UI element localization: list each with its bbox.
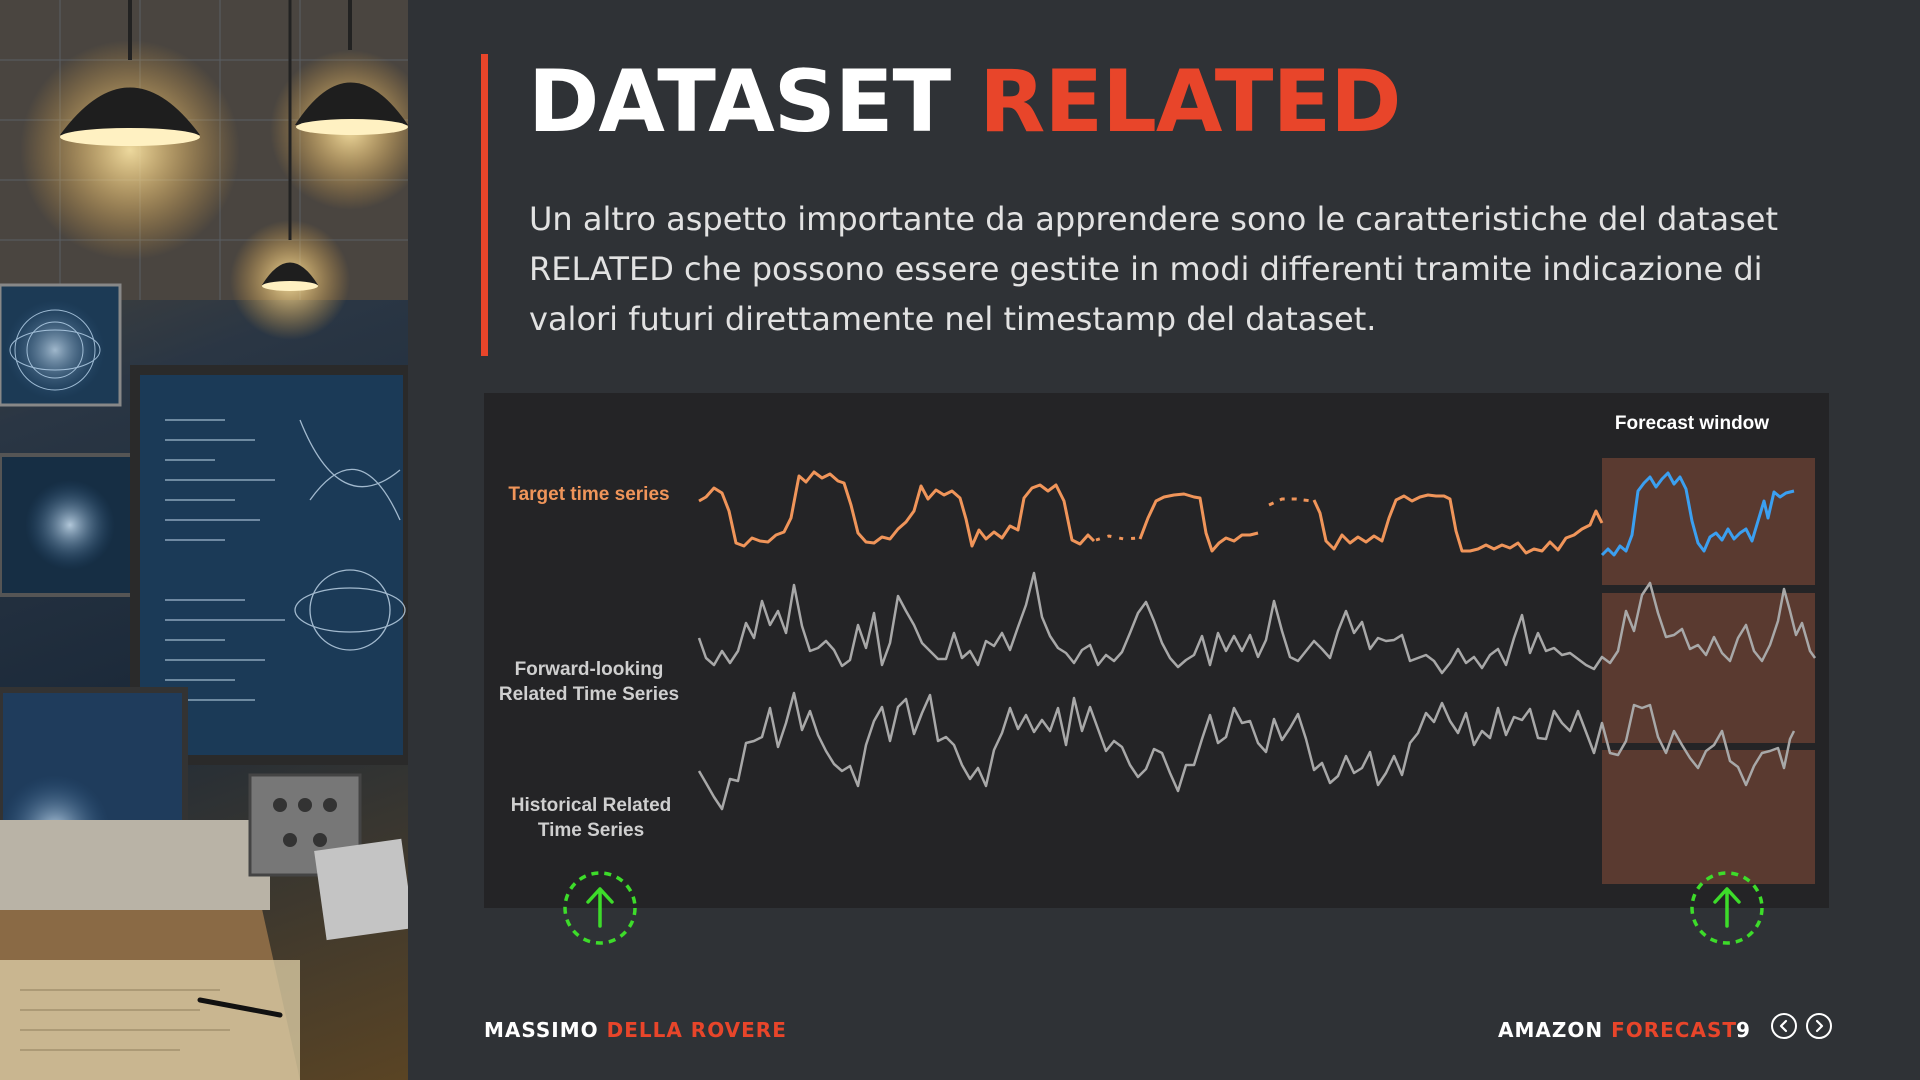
page-title: DATASET RELATED — [528, 52, 1402, 152]
footer-product: AMAZON FORECAST — [1498, 1018, 1737, 1042]
footer-author-last: DELLA ROVERE — [606, 1018, 787, 1042]
target-series-line-c — [1312, 493, 1604, 555]
forecast-window-row-forward — [1602, 593, 1815, 743]
forecast-series-line — [1600, 471, 1795, 557]
hero-illustration-drawing — [0, 0, 408, 1080]
footer-product-first: AMAZON — [1498, 1018, 1604, 1042]
footer-product-last: FORECAST — [1611, 1018, 1738, 1042]
page-number: 9 — [1736, 1018, 1750, 1042]
forward-related-series-line — [697, 571, 1817, 675]
title-accent-bar — [481, 54, 488, 356]
row-label-forward-line2: Related Time Series — [499, 684, 679, 705]
time-series-figure: Forecast window Target time series Forwa… — [484, 393, 1829, 908]
forecast-window-label: Forecast window — [1615, 413, 1769, 434]
hero-illustration — [0, 0, 408, 1080]
target-series-line — [698, 470, 1096, 548]
previous-slide-button[interactable] — [1771, 1013, 1797, 1039]
title-accent: RELATED — [979, 52, 1401, 152]
forecast-window-row-historical — [1602, 750, 1815, 884]
row-label-forward-line1: Forward-looking — [515, 659, 664, 680]
target-series-line-gap1 — [1095, 534, 1140, 542]
time-series-figure-drawing: Forecast window Target time series Forwa… — [499, 413, 1817, 884]
row-label-target: Target time series — [508, 484, 669, 505]
forecast-window-row-target — [1602, 458, 1815, 585]
title-main: DATASET — [528, 52, 951, 152]
row-label-historical-line2: Time Series — [538, 820, 644, 841]
row-label-historical-line1: Historical Related — [511, 795, 672, 816]
target-series-line-b — [1138, 492, 1259, 553]
body-paragraph: Un altro aspetto importante da apprender… — [529, 200, 1778, 338]
footer-author-first: MASSIMO — [484, 1018, 599, 1042]
up-arrow-marker-left-icon — [563, 871, 637, 945]
chevron-right-icon — [1815, 1019, 1824, 1033]
up-arrow-marker-right-icon — [1690, 871, 1764, 945]
next-slide-button[interactable] — [1806, 1013, 1832, 1039]
historical-related-series-line — [697, 691, 1796, 811]
chevron-left-icon — [1779, 1019, 1788, 1033]
target-series-line-gap2 — [1268, 497, 1313, 507]
footer-author: MASSIMO DELLA ROVERE — [484, 1018, 787, 1042]
